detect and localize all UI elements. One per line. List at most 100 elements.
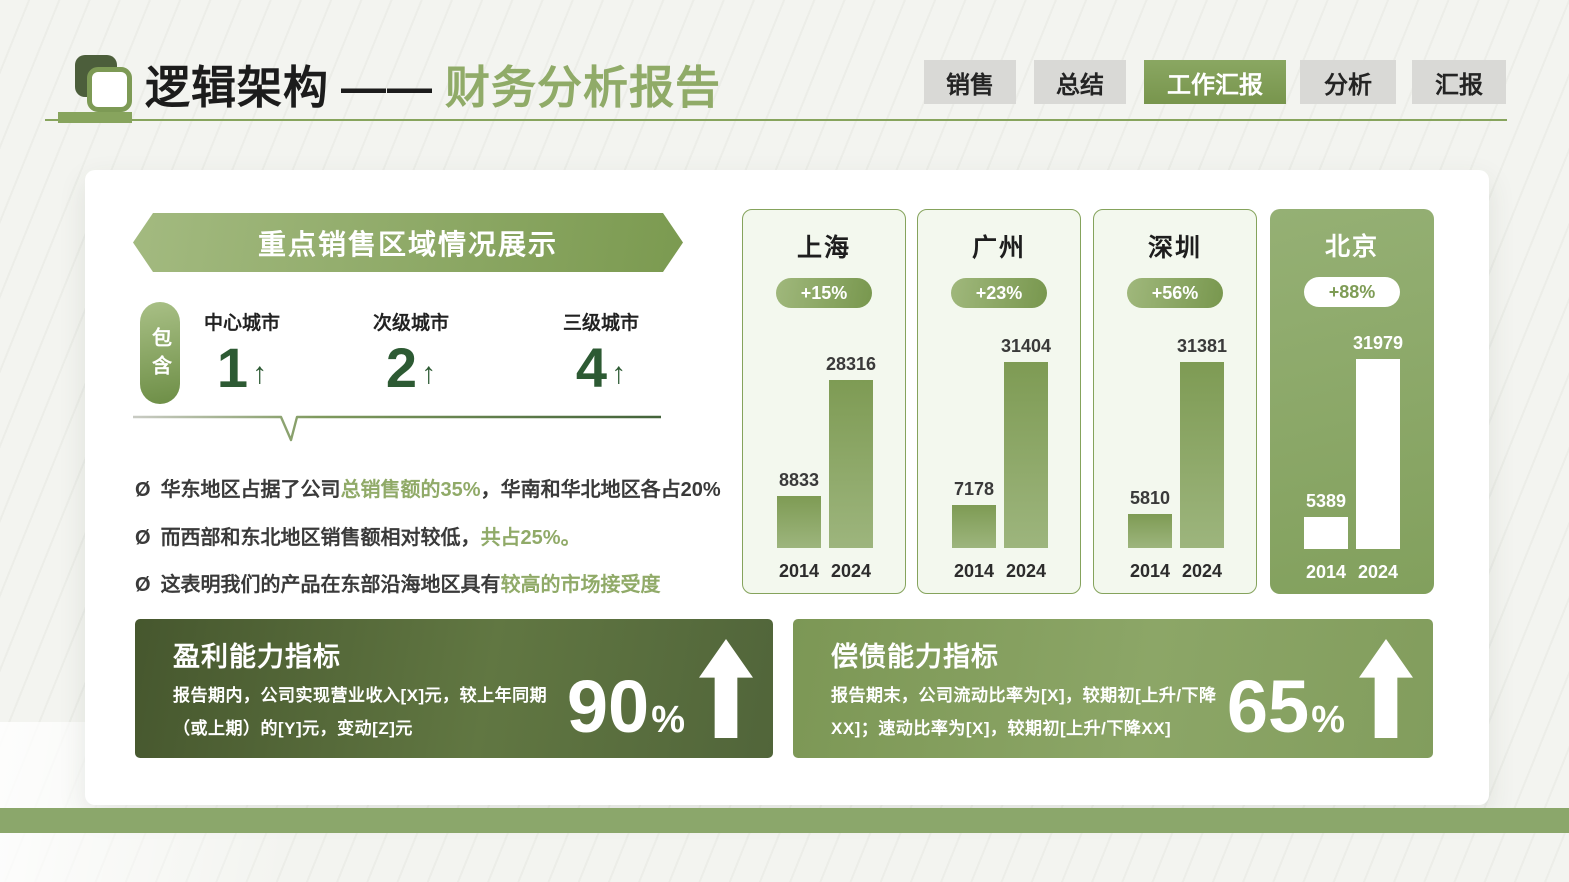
year-label: 2014 [953, 561, 995, 581]
year-label: 2024 [1357, 562, 1399, 582]
growth-badge: +23% [951, 278, 1047, 308]
year-label: 2024 [1005, 561, 1047, 581]
bullet-item: Ø 华东地区占据了公司总销售额的35%，华南和华北地区各占20% [135, 473, 721, 502]
bullet-text: 华东地区占据了公司 [160, 479, 341, 501]
year-label: 2014 [1129, 561, 1171, 581]
bullet-highlight: 共占25%。 [480, 527, 581, 549]
footer-bar [0, 808, 1569, 833]
stat-central-city: 中心城市 1 ↑ [177, 308, 307, 399]
bar-value: 31404 [1000, 336, 1052, 356]
year-label: 2024 [830, 561, 872, 581]
x-axis-labels: 2014 2024 [1094, 561, 1256, 583]
kpi-title: 盈利能力指标 [173, 642, 341, 672]
bullet-text: ，华南和华北地区各占20% [480, 479, 721, 501]
stat-tertiary-city: 三级城市 4 ↑ [536, 308, 666, 399]
x-axis-labels: 2014 2024 [743, 561, 905, 583]
include-badge: 包含 [140, 302, 180, 404]
stat-label: 次级城市 [372, 313, 449, 334]
kpi-value: 90 % [566, 664, 685, 748]
bar-chart: 5810 31381 [1094, 336, 1256, 548]
overlapping-squares-icon [75, 53, 135, 115]
bullet-icon: Ø [135, 574, 151, 596]
up-arrow-icon: ↑ [252, 357, 268, 391]
kpi-body-line: 报告期内，公司实现营业收入[X]元，较上年同期 [173, 686, 548, 705]
bar-chart: 5389 31979 [1270, 333, 1434, 549]
bar-value: 31979 [1352, 333, 1404, 353]
tab-summary[interactable]: 总结 [1034, 60, 1126, 104]
logo-front-square [87, 67, 132, 112]
bar-2024: 28316 [826, 354, 876, 548]
stat-secondary-city: 次级城市 2 ↑ [346, 308, 476, 399]
bar-value: 5810 [1129, 488, 1171, 508]
kpi-value: 65 % [1226, 664, 1345, 748]
kpi-number: 65 [1226, 664, 1310, 748]
bar-2024: 31381 [1177, 336, 1227, 548]
tab-analysis[interactable]: 分析 [1300, 60, 1396, 104]
content-card: 重点销售区域情况展示 包含 中心城市 1 ↑ 次级城市 2 ↑ 三级城市 4 ↑ [85, 170, 1489, 805]
year-label: 2014 [1305, 562, 1347, 582]
section-banner: 重点销售区域情况展示 [133, 213, 683, 272]
kpi-title: 偿债能力指标 [831, 642, 999, 672]
bar-chart: 7178 31404 [918, 336, 1080, 548]
bar-2024: 31979 [1353, 333, 1403, 549]
bar-value: 7178 [953, 479, 995, 499]
title-underline-thin [45, 119, 1507, 121]
growth-badge: +56% [1127, 278, 1223, 308]
growth-badge: +15% [776, 278, 872, 308]
bar-value: 31381 [1176, 336, 1228, 356]
kpi-panel-profitability: 盈利能力指标 报告期内，公司实现营业收入[X]元，较上年同期 （或上期）的[Y]… [135, 619, 773, 758]
bar-value: 5389 [1305, 491, 1347, 511]
bar-2024: 31404 [1001, 336, 1051, 548]
city-chart-guangzhou: 广州 +23% 7178 31404 2014 2024 [917, 209, 1081, 594]
stat-value: 4 [575, 336, 608, 399]
bar-value: 8833 [778, 470, 820, 490]
bar-2014: 8833 [777, 470, 821, 548]
page-title-main: 逻辑架构 [145, 62, 330, 113]
year-label: 2014 [778, 561, 820, 581]
x-axis-labels: 2014 2024 [918, 561, 1080, 583]
growth-badge: +88% [1304, 277, 1400, 307]
kpi-number: 90 [566, 664, 650, 748]
up-arrow-icon: ↑ [421, 357, 437, 391]
page-title-subtitle: 财务分析报告 [445, 62, 722, 113]
tab-sales[interactable]: 销售 [924, 60, 1016, 104]
kpi-body-line: 报告期末，公司流动比率为[X]，较期初[上升/下降 [831, 686, 1217, 705]
city-chart-beijing: 北京 +88% 5389 31979 2014 2024 [1270, 209, 1434, 594]
up-arrow-icon [699, 639, 753, 738]
city-name: 北京 [1324, 233, 1379, 261]
city-name: 上海 [796, 234, 851, 262]
year-label: 2024 [1181, 561, 1223, 581]
city-name: 广州 [971, 234, 1026, 262]
stat-value: 1 [216, 336, 249, 399]
bullet-icon: Ø [135, 527, 151, 549]
tab-report[interactable]: 汇报 [1412, 60, 1506, 104]
bullet-icon: Ø [135, 479, 151, 501]
city-chart-shenzhen: 深圳 +56% 5810 31381 2014 2024 [1093, 209, 1257, 594]
city-name: 深圳 [1147, 234, 1202, 262]
up-arrow-icon [1359, 639, 1413, 738]
tab-work-report[interactable]: 工作汇报 [1144, 60, 1286, 104]
bullet-text: 而西部和东北地区销售额相对较低， [160, 527, 481, 549]
bullet-highlight: 总销售额的35% [340, 479, 481, 501]
bar-2014: 7178 [952, 479, 996, 548]
bullet-text: 这表明我们的产品在东部沿海地区具有 [160, 574, 501, 596]
bar-chart: 8833 28316 [743, 338, 905, 548]
title-underline-thick [58, 112, 132, 123]
kpi-body-line: （或上期）的[Y]元，变动[Z]元 [173, 719, 413, 738]
kpi-panel-solvency: 偿债能力指标 报告期末，公司流动比率为[X]，较期初[上升/下降 XX]；速动比… [793, 619, 1433, 758]
bar-value: 28316 [825, 354, 877, 374]
page-title-separator: —— [341, 62, 434, 113]
kpi-unit: % [651, 698, 685, 741]
bar-2014: 5389 [1304, 491, 1348, 549]
bullet-highlight: 较高的市场接受度 [500, 574, 661, 596]
stat-label: 三级城市 [562, 313, 639, 334]
x-axis-labels: 2014 2024 [1270, 562, 1434, 584]
bullet-item: Ø 这表明我们的产品在东部沿海地区具有较高的市场接受度 [135, 568, 661, 597]
city-chart-shanghai: 上海 +15% 8833 28316 2014 2024 [742, 209, 906, 594]
bullet-item: Ø 而西部和东北地区销售额相对较低，共占25%。 [135, 521, 581, 550]
stat-label: 中心城市 [203, 313, 280, 334]
kpi-unit: % [1311, 698, 1345, 741]
stat-value: 2 [385, 336, 418, 399]
up-arrow-icon: ↑ [611, 357, 627, 391]
